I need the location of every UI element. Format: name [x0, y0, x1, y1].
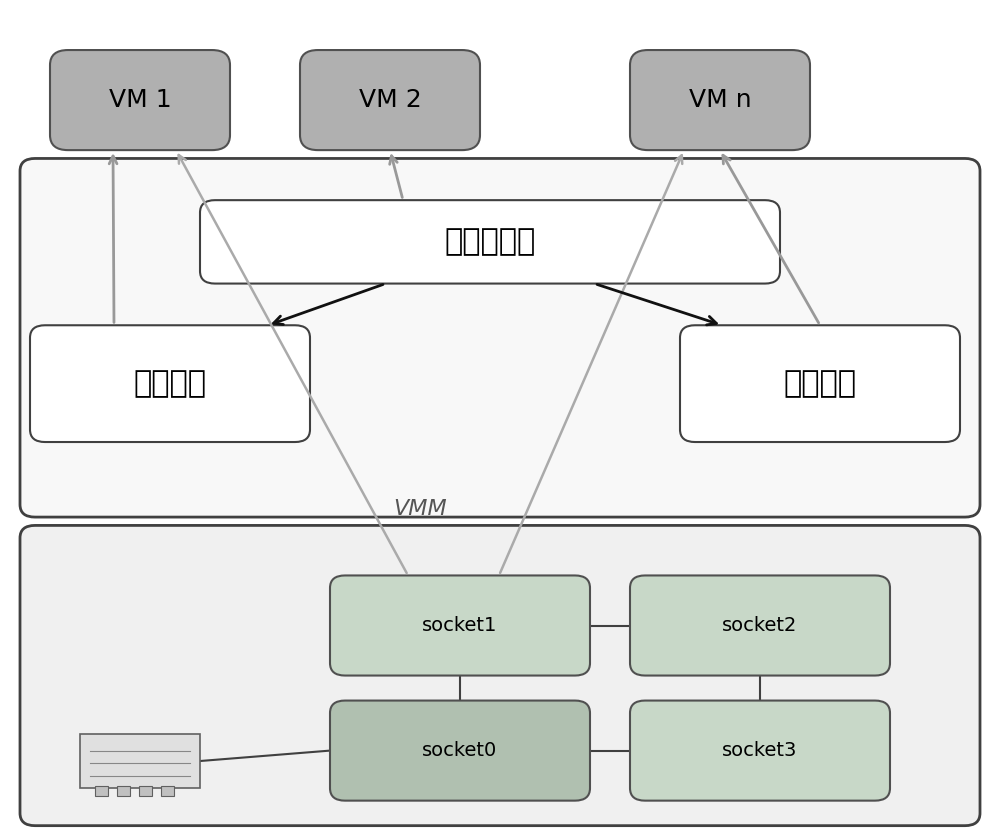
Text: socket2: socket2 [722, 616, 798, 635]
FancyBboxPatch shape [200, 200, 780, 284]
Bar [117, 786, 130, 796]
Text: socket1: socket1 [422, 616, 498, 635]
Text: VM 2: VM 2 [359, 88, 421, 112]
Text: socket3: socket3 [722, 741, 798, 760]
FancyBboxPatch shape [20, 158, 980, 517]
FancyBboxPatch shape [300, 50, 480, 150]
FancyBboxPatch shape [330, 701, 590, 801]
FancyBboxPatch shape [50, 50, 230, 150]
FancyBboxPatch shape [680, 325, 960, 442]
FancyBboxPatch shape [630, 50, 810, 150]
Bar [139, 786, 152, 796]
FancyBboxPatch shape [630, 701, 890, 801]
Bar [80, 734, 200, 788]
FancyBboxPatch shape [630, 575, 890, 676]
Text: VMM: VMM [393, 499, 447, 519]
FancyBboxPatch shape [20, 525, 980, 826]
FancyBboxPatch shape [330, 575, 590, 676]
Text: VM 1: VM 1 [109, 88, 171, 112]
FancyBboxPatch shape [30, 325, 310, 442]
Bar [161, 786, 174, 796]
Text: 线程绑定: 线程绑定 [134, 369, 207, 398]
Text: 性能监视器: 性能监视器 [444, 228, 536, 256]
Text: VM n: VM n [689, 88, 751, 112]
Text: 内存迁移: 内存迁移 [784, 369, 857, 398]
Bar [95, 786, 108, 796]
Text: socket0: socket0 [422, 741, 498, 760]
